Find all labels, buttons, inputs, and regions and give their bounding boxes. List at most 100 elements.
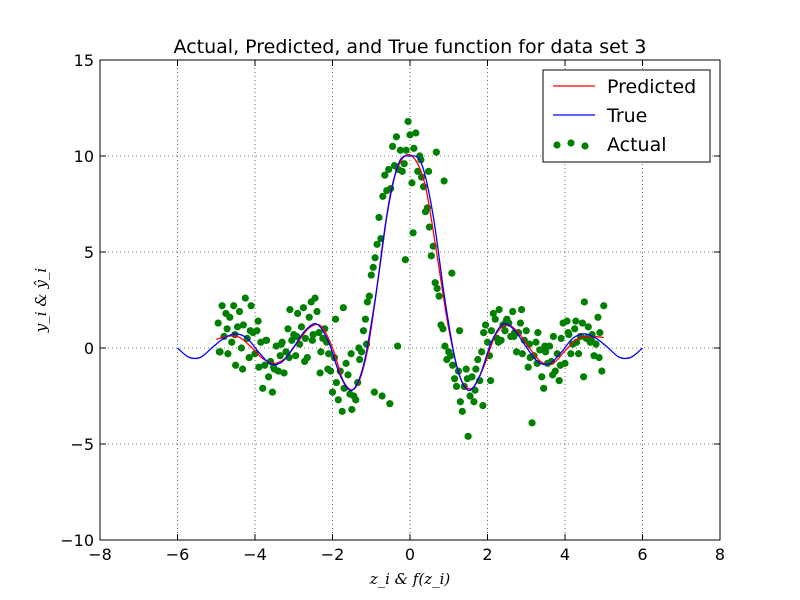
actual-point [284, 325, 292, 333]
actual-point [299, 304, 308, 312]
actual-point [270, 363, 278, 371]
actual-point [512, 348, 521, 356]
actual-point [347, 350, 355, 358]
actual-point [501, 327, 509, 335]
actual-point [239, 365, 247, 373]
actual-point [595, 354, 603, 362]
actual-point [495, 306, 503, 314]
actual-point [378, 392, 386, 400]
actual-point [555, 377, 563, 385]
actual-point [218, 302, 226, 310]
actual-point [564, 329, 572, 337]
actual-point [282, 348, 290, 356]
actual-point [388, 142, 397, 150]
actual-point [241, 294, 249, 302]
actual-point [594, 313, 602, 321]
x-tick-label: −8 [88, 545, 112, 564]
actual-point [371, 254, 379, 262]
actual-point [363, 298, 371, 306]
actual-point [516, 319, 525, 327]
legend-label-actual: Actual [607, 134, 667, 156]
actual-point [262, 336, 270, 344]
actual-point [474, 355, 482, 364]
y-tick-label: 5 [84, 243, 94, 262]
actual-point [237, 344, 246, 352]
actual-point [483, 338, 492, 346]
actual-point [232, 361, 240, 369]
actual-point [316, 369, 324, 377]
actual-point [215, 348, 223, 356]
y-tick-label: −10 [60, 531, 94, 550]
actual-point [502, 317, 510, 325]
actual-point [431, 279, 439, 287]
actual-point [524, 363, 532, 371]
actual-point [352, 396, 360, 404]
actual-point [481, 321, 490, 329]
actual-point [450, 375, 459, 383]
actual-point [440, 177, 448, 185]
actual-point [328, 388, 337, 396]
actual-point [259, 384, 267, 392]
actual-point [297, 323, 306, 331]
actual-point [324, 365, 332, 373]
actual-point [532, 338, 540, 346]
actual-point [567, 350, 575, 358]
x-tick-label: 8 [715, 545, 725, 564]
legend-marker-actual [567, 139, 575, 147]
actual-point [409, 229, 417, 237]
x-tick-label: 4 [560, 545, 570, 564]
actual-point [268, 388, 277, 396]
y-axis-label: y_i & ŷ_i [32, 268, 50, 334]
actual-point [448, 269, 456, 277]
actual-point [264, 373, 273, 381]
actual-point [214, 319, 222, 327]
actual-point [308, 336, 316, 344]
actual-point [365, 292, 373, 300]
actual-point [542, 348, 550, 356]
actual-point [325, 350, 333, 358]
x-tick-label: 6 [637, 545, 647, 564]
actual-point [294, 309, 302, 318]
x-axis-label: z_i & f(z_i) [369, 570, 451, 588]
actual-point [578, 319, 587, 327]
actual-point [563, 317, 571, 325]
actual-point [339, 304, 347, 312]
actual-point [462, 365, 470, 373]
actual-point [332, 315, 340, 323]
actual-point [293, 332, 301, 341]
legend-label-predicted: Predicted [607, 76, 696, 98]
actual-point [534, 329, 542, 337]
actual-point [342, 359, 350, 367]
actual-point [373, 240, 381, 248]
actual-point [233, 323, 242, 331]
actual-point [572, 317, 580, 325]
actual-point [489, 309, 497, 318]
actual-point [348, 405, 356, 414]
actual-point [427, 252, 435, 260]
actual-point [375, 213, 383, 222]
actual-point [344, 371, 352, 379]
actual-point [412, 129, 420, 137]
legend-frame [542, 69, 711, 163]
actual-point [392, 133, 401, 141]
x-tick-label: −4 [243, 545, 267, 564]
actual-point [400, 160, 408, 168]
actual-point [596, 329, 604, 337]
actual-point [396, 146, 404, 154]
actual-point [381, 171, 389, 179]
actual-point [456, 398, 464, 406]
true-line [177, 155, 643, 392]
actual-point [472, 365, 480, 373]
actual-point [463, 375, 471, 383]
actual-point [466, 392, 474, 400]
actual-point [355, 344, 363, 352]
actual-point [370, 388, 378, 396]
actual-point [226, 313, 234, 321]
actual-point [255, 363, 263, 371]
actual-point [518, 350, 526, 358]
actual-point [301, 334, 309, 342]
actual-point [361, 315, 370, 323]
y-tick-label: 10 [74, 147, 94, 166]
x-tick-label: −2 [321, 545, 345, 564]
actual-point [245, 354, 253, 362]
